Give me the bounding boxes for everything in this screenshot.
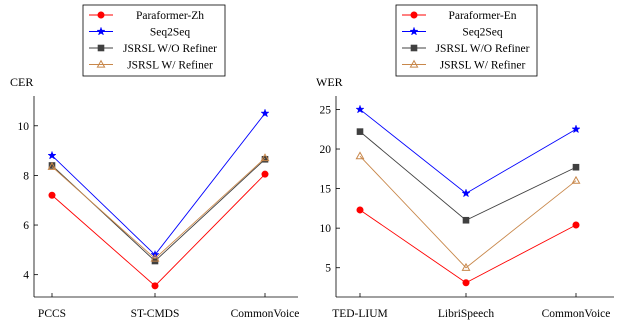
- legend-label: Seq2Seq: [462, 27, 503, 39]
- legend-marker: [409, 26, 419, 36]
- legend-marker: [410, 11, 418, 19]
- series-line: [51, 173, 266, 287]
- x-tick-label: PCCS: [38, 308, 66, 320]
- data-point: [571, 124, 581, 134]
- data-point: [461, 262, 471, 271]
- series-line: [51, 158, 266, 262]
- y-tick-label: 8: [23, 170, 29, 182]
- legend-label: Paraformer-En: [448, 10, 516, 22]
- series-paraformer-zh: [48, 170, 269, 290]
- data-point: [261, 170, 269, 178]
- series-line: [51, 157, 266, 260]
- x-tick-label: CommonVoice: [231, 308, 300, 320]
- series-jsrsl-w-o-refiner: [48, 155, 269, 265]
- data-point: [356, 128, 364, 135]
- data-point: [461, 188, 471, 198]
- y-tick-label: 15: [320, 184, 332, 196]
- data-point: [151, 282, 159, 290]
- series-paraformer-en: [356, 206, 580, 287]
- x-tick-label: LibriSpeech: [438, 308, 494, 320]
- data-point: [260, 108, 270, 118]
- series-seq2seq: [47, 108, 270, 259]
- series-line: [51, 113, 266, 256]
- data-point: [355, 104, 365, 114]
- data-point: [150, 253, 160, 262]
- data-point: [260, 153, 270, 162]
- data-point: [356, 206, 364, 214]
- y-tick-label: 5: [325, 263, 331, 275]
- chart-panel-1: CER 4 6 8 10 PCCS ST-CMDS CommonVoice Paraformer…: [10, 4, 300, 320]
- series-seq2seq: [355, 104, 581, 198]
- data-point: [571, 175, 581, 184]
- x-tick-label: ST-CMDS: [131, 308, 180, 320]
- x-tick-label: CommonVoice: [542, 308, 611, 320]
- legend-label: JSRSL W/O Refiner: [123, 43, 217, 55]
- data-point: [47, 161, 57, 170]
- legend-label: Paraformer-Zh: [136, 10, 204, 22]
- legend: Paraformer-Zh Seq2Seq JSRSL W/O Refiner JSR…: [82, 4, 226, 77]
- data-point: [462, 279, 470, 287]
- y-tick-label: 10: [18, 121, 30, 133]
- series-jsrsl-w-refiner: [355, 151, 581, 271]
- series-jsrsl-w-refiner: [47, 153, 270, 262]
- legend-marker: [410, 44, 418, 52]
- legend-marker: [409, 59, 419, 68]
- series-line: [359, 155, 577, 269]
- data-point: [572, 163, 580, 171]
- legend: Paraformer-En Seq2Seq JSRSL W/O Refiner JSR…: [395, 4, 538, 77]
- series-line: [359, 131, 577, 221]
- y-tick-label: 6: [23, 220, 29, 232]
- y-tick-label: 4: [23, 270, 29, 282]
- y-axis-title: CER: [10, 75, 33, 89]
- legend-label: JSRSL W/O Refiner: [436, 43, 530, 55]
- data-point: [462, 216, 470, 224]
- data-point: [355, 151, 365, 160]
- legend-label: JSRSL W/ Refiner: [440, 60, 526, 72]
- series-line: [359, 109, 577, 194]
- y-tick-label: 10: [320, 223, 332, 235]
- legend-marker: [97, 44, 105, 52]
- legend-label: Seq2Seq: [150, 27, 191, 39]
- chart-panel-2: WER 5 10 15 20 25 TED-LIUM LibriSpeech CommonVoi…: [316, 4, 614, 320]
- x-tick-label: TED-LIUM: [332, 308, 388, 320]
- y-axis-title: WER: [316, 75, 343, 89]
- data-point: [48, 191, 56, 199]
- data-point: [47, 150, 57, 160]
- legend-marker: [96, 26, 106, 36]
- legend-marker: [96, 59, 106, 68]
- y-tick-label: 20: [320, 144, 332, 156]
- data-point: [572, 221, 580, 229]
- legend-label: JSRSL W/ Refiner: [127, 60, 213, 72]
- legend-marker: [97, 11, 105, 19]
- y-tick-label: 25: [320, 104, 332, 116]
- series-jsrsl-w-o-refiner: [356, 128, 580, 224]
